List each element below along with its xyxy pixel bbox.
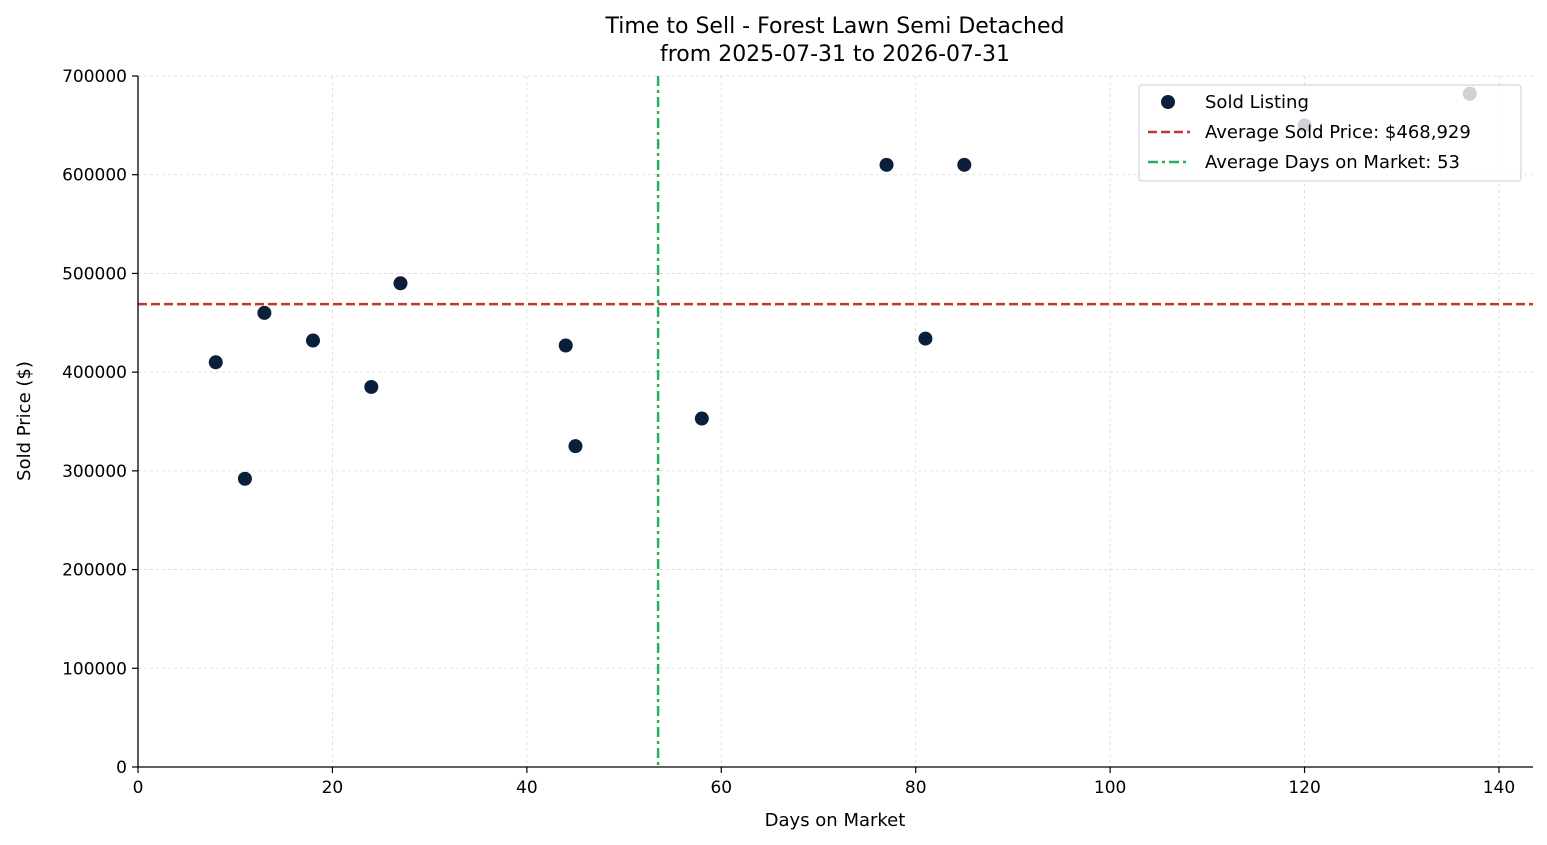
legend-marker-sold-listing: [1161, 95, 1175, 109]
legend-box: [1138, 84, 1522, 182]
x-tick-label: 60: [710, 778, 732, 798]
scatter-point: [879, 157, 894, 172]
reference-lines: [138, 76, 1533, 767]
legend-label-average-price: Average Sold Price: $468,929: [1205, 122, 1471, 143]
x-tick-label: 120: [1288, 778, 1320, 798]
y-tick-label: 100000: [62, 659, 127, 679]
x-tick-label: 80: [905, 778, 927, 798]
y-axis-label: Sold Price ($): [14, 361, 35, 481]
scatter-point: [568, 439, 583, 454]
axes: [132, 75, 1533, 773]
legend-label-average-days: Average Days on Market: 53: [1205, 152, 1460, 173]
scatter-point: [208, 355, 223, 370]
chart-title: Time to Sell - Forest Lawn Semi Detached: [605, 14, 1065, 39]
x-tick-label: 100: [1094, 778, 1126, 798]
y-tick-label: 400000: [62, 363, 127, 383]
legend: Sold Listing Average Sold Price: $468,92…: [1138, 84, 1522, 182]
y-tick-label: 700000: [62, 67, 127, 87]
scatter-point: [257, 305, 272, 320]
scatter-point: [305, 333, 320, 348]
scatter-point: [918, 331, 933, 346]
y-tick-label: 0: [116, 758, 127, 778]
x-axis-label: Days on Market: [765, 810, 906, 831]
x-tick-label: 40: [516, 778, 538, 798]
grid: [137, 75, 1533, 768]
scatter-point: [558, 338, 573, 353]
scatter-point: [237, 471, 252, 486]
scatter-point: [957, 157, 972, 172]
scatter-point: [393, 276, 408, 291]
scatter-point: [694, 411, 709, 426]
y-tick-label: 600000: [62, 166, 127, 186]
x-tick-label: 0: [133, 778, 144, 798]
chart-subtitle: from 2025-07-31 to 2026-07-31: [660, 42, 1010, 67]
y-tick-label: 500000: [62, 264, 127, 284]
x-tick-label: 140: [1483, 778, 1515, 798]
y-tick-label: 300000: [62, 462, 127, 482]
y-tick-label: 200000: [62, 561, 127, 581]
tick-labels: 0 20 40 60 80 100 120 140 0 100000 200000 300000 400…: [62, 67, 1515, 798]
legend-label-sold-listing: Sold Listing: [1205, 92, 1309, 113]
x-tick-label: 20: [322, 778, 344, 798]
scatter-point: [364, 379, 379, 394]
